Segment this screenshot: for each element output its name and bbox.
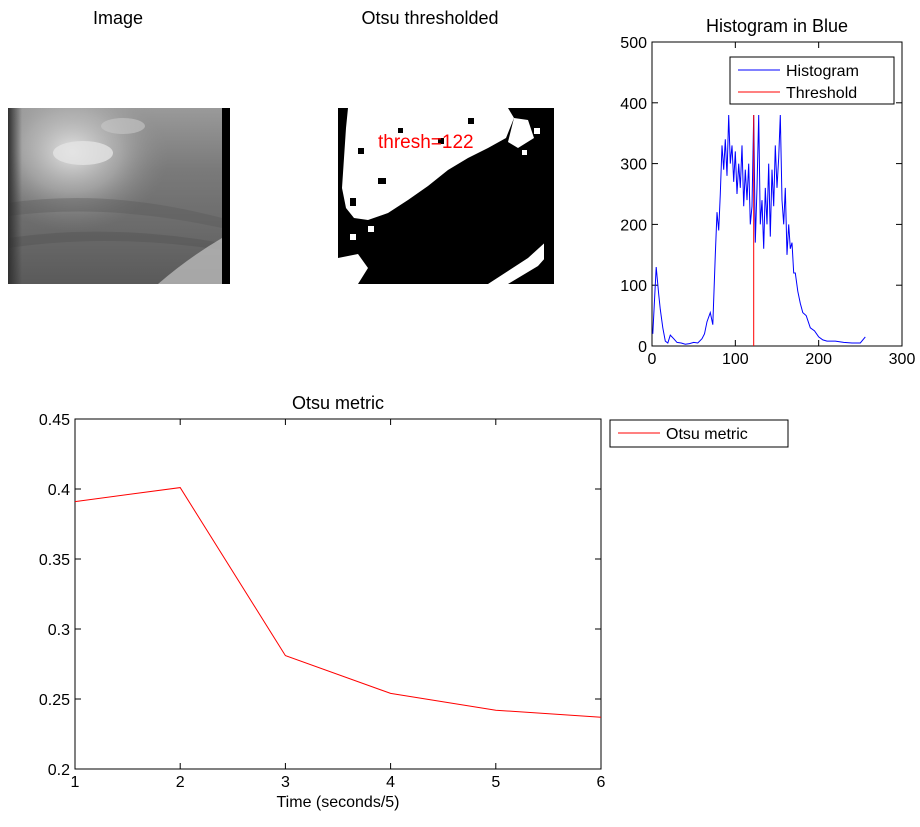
histogram-plot-frame — [651, 41, 903, 347]
threshold-annotation: thresh=122 — [378, 132, 474, 153]
histogram-ticks: 0 100 200 300 0 100 200 300 400 500 — [620, 35, 915, 368]
otsu-metric-legend-box — [609, 419, 789, 448]
y-tick-label: 0.3 — [48, 622, 70, 639]
histogram-series — [652, 114, 866, 346]
y-tick-label: 0.4 — [48, 482, 70, 499]
histogram-legend-box — [729, 56, 895, 105]
image-panel-title: Image — [92, 8, 144, 28]
otsu-panel-title: Otsu thresholded — [361, 8, 499, 28]
y-tick-label: 0 — [638, 339, 647, 356]
grayscale-image-canvas — [8, 108, 230, 284]
x-tick-label: 300 — [889, 351, 916, 368]
x-tick-label: 5 — [491, 774, 500, 791]
x-tick-label: 3 — [281, 774, 290, 791]
x-tick-label: 1 — [71, 774, 80, 791]
histogram-title: Histogram in Blue — [706, 16, 848, 36]
otsu-metric-ticks: 1 2 3 4 5 6 0.2 0.25 0.3 0.35 0.4 0.45 — [39, 412, 606, 791]
y-tick-label: 200 — [620, 217, 647, 234]
y-tick-label: 500 — [620, 35, 647, 52]
y-tick-label: 400 — [620, 96, 647, 113]
y-tick-label: 0.35 — [39, 552, 70, 569]
otsu-metric-legend: Otsu metric — [609, 419, 789, 448]
legend-label-histogram: Histogram — [786, 63, 859, 80]
otsu-metric-plot-frame — [74, 418, 602, 770]
y-tick-label: 100 — [620, 278, 647, 295]
x-tick-label: 0 — [648, 351, 657, 368]
otsu-metric-xlabel: Time (seconds/5) — [277, 794, 400, 811]
otsu-metric-title: Otsu metric — [292, 393, 384, 413]
y-tick-label: 0.2 — [48, 762, 70, 779]
otsu-metric-series — [74, 487, 602, 718]
x-tick-label: 200 — [805, 351, 832, 368]
y-tick-label: 300 — [620, 157, 647, 174]
otsu-thresholded-canvas: thresh=122 — [338, 108, 554, 284]
legend-label-threshold: Threshold — [786, 85, 857, 102]
x-tick-label: 100 — [722, 351, 749, 368]
y-tick-label: 0.45 — [39, 412, 70, 429]
legend-label-otsu-metric: Otsu metric — [666, 426, 748, 443]
y-tick-label: 0.25 — [39, 692, 70, 709]
x-tick-label: 6 — [597, 774, 606, 791]
series-line-histogram — [652, 114, 866, 345]
x-tick-label: 2 — [176, 774, 185, 791]
x-tick-label: 4 — [386, 774, 395, 791]
histogram-legend: Histogram Threshold — [729, 56, 895, 105]
series-line-otsu-metric — [74, 487, 602, 718]
